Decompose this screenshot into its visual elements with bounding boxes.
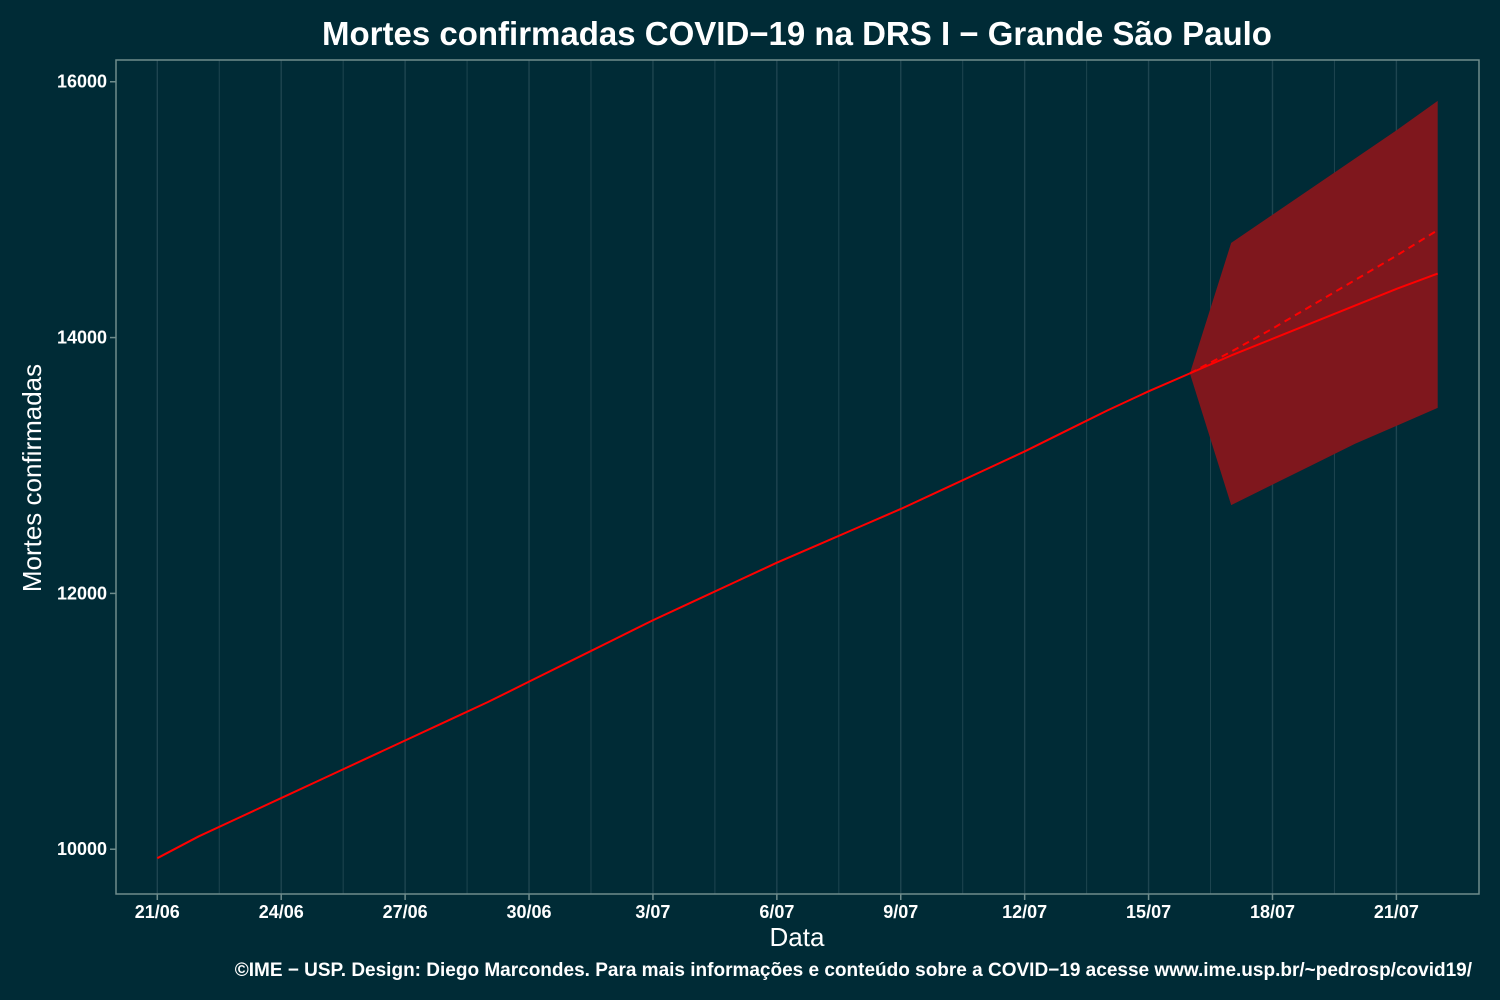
confidence-band [1189, 100, 1438, 506]
y-axis-ticks: 10000 12000 14000 16000 [57, 72, 116, 859]
plot-border [115, 59, 1480, 895]
x-tick-label: 6/07 [759, 902, 794, 922]
y-tick-label: 16000 [57, 72, 107, 92]
grid [156, 60, 1398, 894]
y-axis-label: Mortes confirmadas [17, 364, 47, 592]
x-tick-label: 12/07 [1002, 902, 1047, 922]
x-tick-label: 24/06 [259, 902, 304, 922]
x-tick-label: 3/07 [635, 902, 670, 922]
series-lines [156, 229, 1439, 860]
chart-title: Mortes confirmadas COVID−19 na DRS I − G… [322, 15, 1272, 52]
x-tick-label: 18/07 [1250, 902, 1295, 922]
y-tick-label: 12000 [57, 583, 107, 603]
caption: ©IME − USP. Design: Diego Marcondes. Par… [235, 960, 1473, 981]
x-tick-label: 9/07 [883, 902, 918, 922]
x-axis-ticks: 21/06 24/06 27/06 30/06 3/07 6/07 9/07 12/07 15/… [135, 894, 1419, 922]
x-tick-label: 15/07 [1126, 902, 1171, 922]
observed-solid-line [156, 372, 1191, 860]
y-tick-label: 10000 [57, 839, 107, 859]
y-tick-label: 14000 [57, 328, 107, 348]
x-tick-label: 30/06 [507, 902, 552, 922]
x-axis-label: Data [770, 922, 825, 952]
x-tick-label: 21/07 [1374, 902, 1419, 922]
forecast-band [1189, 100, 1438, 506]
x-tick-label: 21/06 [135, 902, 180, 922]
forecast-solid-line [1189, 272, 1439, 375]
x-tick-label: 27/06 [383, 902, 428, 922]
